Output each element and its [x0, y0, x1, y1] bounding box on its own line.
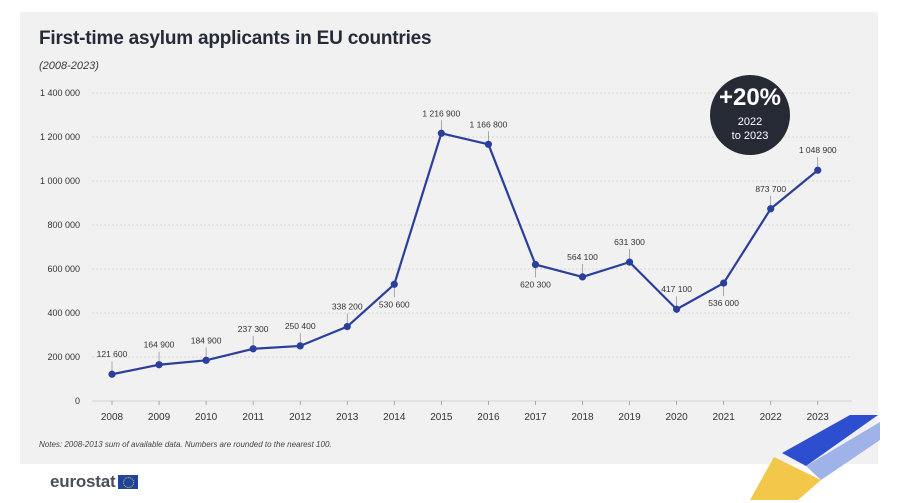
data-label: 1 216 900 [422, 108, 460, 118]
data-point [814, 166, 822, 174]
data-label: 417 100 [661, 284, 692, 294]
corner-blue-stripe [782, 415, 878, 466]
data-label: 620 300 [520, 280, 551, 290]
x-tick-label: 2011 [242, 412, 264, 423]
y-tick-label: 1 400 000 [40, 88, 80, 98]
x-tick-label: 2023 [807, 412, 830, 423]
badge-percent: +20% [718, 84, 782, 111]
x-tick-label: 2020 [665, 412, 688, 423]
badge-year-from: 2022 [737, 116, 763, 128]
data-point [249, 345, 257, 353]
y-tick-label: 1 000 000 [40, 176, 80, 186]
data-label: 530 600 [379, 299, 410, 309]
data-point [202, 356, 210, 364]
data-label: 873 700 [755, 184, 786, 194]
x-tick-label: 2018 [571, 412, 594, 423]
x-tick-label: 2016 [477, 412, 500, 423]
data-point [390, 280, 398, 288]
eu-flag-icon [118, 475, 139, 489]
x-axis-tick-labels: 2008 2009 2010 2011 2012 2013 2014 2015 2016 2017… [101, 401, 829, 423]
data-point [108, 370, 116, 378]
y-tick-label: 600 000 [47, 264, 80, 274]
data-point [720, 279, 728, 287]
y-tick-label: 200 000 [47, 352, 80, 362]
y-tick-label: 1 200 000 [40, 132, 80, 142]
data-point [531, 260, 540, 269]
data-label: 164 900 [144, 340, 175, 350]
x-tick-label: 2014 [383, 412, 406, 423]
data-point [155, 361, 163, 369]
chart-subtitle: (2008-2023) [39, 60, 99, 72]
data-point [578, 273, 587, 281]
x-tick-label: 2017 [524, 412, 547, 423]
badge-year-to: to 2023 [731, 130, 769, 142]
x-tick-label: 2009 [148, 412, 171, 423]
y-tick-label: 400 000 [47, 308, 80, 318]
chart-panel: First-time asylum applicants in EU count… [20, 12, 878, 464]
data-label: 564 100 [567, 252, 598, 262]
data-label: 536 000 [708, 298, 739, 308]
y-tick-label: 800 000 [47, 220, 80, 230]
x-tick-label: 2021 [713, 412, 736, 423]
chart-notes: Notes: 2008-2013 sum of available data. … [39, 440, 332, 449]
chart-title: First-time asylum applicants in EU count… [39, 28, 432, 49]
data-point [767, 205, 775, 213]
data-point [437, 129, 445, 137]
data-label: 250 400 [285, 321, 316, 331]
corner-decoration-icon [750, 415, 880, 500]
x-tick-label: 2019 [618, 412, 641, 423]
eurostat-logo[interactable]: eurostat [50, 472, 139, 492]
data-label: 631 300 [614, 237, 645, 247]
data-label: 1 166 800 [469, 119, 507, 129]
data-points-layer [108, 129, 822, 378]
data-point [296, 342, 304, 350]
data-label: 184 900 [191, 335, 222, 345]
corner-yellow-stripe [750, 457, 821, 500]
x-tick-label: 2013 [336, 412, 359, 423]
y-tick-label: 0 [75, 396, 80, 406]
series-line-layer [111, 132, 819, 376]
change-badge: +20% 2022 to 2023 [710, 75, 790, 155]
x-tick-label: 2015 [430, 412, 453, 423]
data-label: 237 300 [238, 324, 269, 334]
series-line [111, 132, 819, 376]
line-chart: 0 200 000 400 000 600 000 800 000 1 000 000 1 … [40, 88, 852, 423]
x-tick-label: 2012 [289, 412, 312, 423]
corner-light-stripe [806, 422, 880, 480]
data-point [673, 305, 681, 313]
data-point [625, 258, 634, 266]
y-axis-tick-labels: 0 200 000 400 000 600 000 800 000 1 000 000 1 … [40, 88, 80, 406]
data-point [484, 140, 492, 148]
data-labels-layer: 121 600 164 900 184 900 237 300 250 400 338 2… [97, 108, 837, 359]
x-tick-label: 2010 [195, 412, 218, 423]
data-point [343, 322, 351, 331]
x-tick-label: 2008 [101, 412, 124, 423]
logo-text: eurostat [50, 472, 116, 491]
data-label: 121 600 [97, 349, 128, 359]
x-tick-label: 2022 [760, 412, 783, 423]
data-label: 338 200 [332, 302, 363, 312]
data-label: 1 048 900 [799, 145, 837, 155]
